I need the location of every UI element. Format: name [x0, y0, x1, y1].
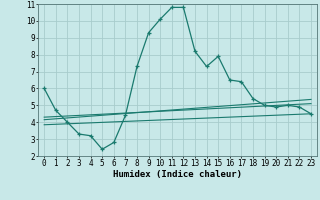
- X-axis label: Humidex (Indice chaleur): Humidex (Indice chaleur): [113, 170, 242, 179]
